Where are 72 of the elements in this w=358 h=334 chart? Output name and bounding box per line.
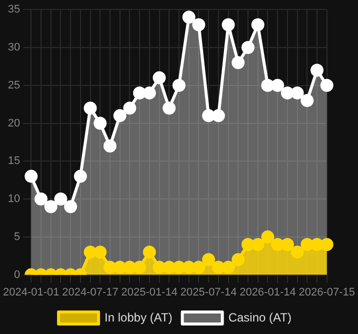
point (182, 260, 196, 274)
point (242, 40, 255, 54)
y-tick-label: 10 (8, 193, 20, 206)
y-tick-label: 0 (14, 268, 20, 281)
point (103, 139, 116, 152)
point (251, 238, 264, 251)
point (103, 260, 116, 274)
point (142, 86, 156, 100)
point (162, 102, 176, 115)
point (251, 18, 264, 32)
point (24, 170, 38, 183)
point (300, 94, 314, 108)
point (133, 86, 146, 100)
legend-label: In lobby (AT) (104, 310, 172, 324)
x-tick-label: 2024-01-01 (2, 286, 60, 298)
x-tick-label: 2026-01-14 (240, 286, 296, 298)
point (290, 246, 304, 259)
point (182, 10, 196, 24)
point (280, 86, 294, 100)
point (320, 238, 334, 251)
point (202, 253, 216, 266)
y-tick-label: 25 (8, 79, 20, 92)
point (34, 192, 48, 206)
point (290, 86, 304, 100)
y-tick-label: 20 (8, 117, 20, 130)
x-tick-label: 2026-07-15 (298, 286, 356, 298)
point (44, 200, 58, 214)
x-tick-label: 2025-07-14 (180, 286, 237, 298)
y-tick-label: 5 (14, 230, 20, 243)
point (280, 238, 294, 251)
point (222, 18, 235, 32)
point (94, 116, 107, 130)
point (212, 260, 225, 274)
point (202, 109, 216, 122)
point (152, 260, 166, 274)
point (212, 109, 225, 122)
y-tick-label: 15 (8, 155, 20, 168)
legend-label: Casino (AT) (228, 310, 292, 324)
point (64, 200, 78, 214)
point (232, 253, 245, 266)
point (261, 78, 274, 92)
point (133, 260, 146, 274)
point (300, 238, 314, 251)
point (123, 260, 136, 274)
point (232, 56, 245, 70)
point (74, 170, 87, 183)
point (271, 78, 284, 92)
point (113, 109, 126, 122)
point (113, 260, 126, 274)
point (84, 246, 97, 259)
x-tick-label: 2024-07-17 (62, 286, 118, 298)
point (84, 102, 97, 115)
point (261, 230, 274, 244)
point (192, 260, 206, 274)
point (152, 71, 166, 84)
point (320, 78, 334, 92)
point (162, 260, 176, 274)
y-tick-label: 30 (8, 42, 20, 54)
point (172, 78, 186, 92)
point (242, 238, 255, 251)
point (54, 192, 68, 206)
point (123, 102, 136, 115)
point (310, 238, 324, 251)
point (142, 246, 156, 259)
y-tick-label: 35 (8, 4, 20, 16)
x-tick-label: 2025-01-14 (121, 286, 178, 298)
point (222, 260, 235, 274)
point (310, 64, 324, 77)
point (271, 238, 284, 251)
point (192, 18, 206, 32)
point (94, 246, 107, 259)
point (172, 260, 186, 274)
